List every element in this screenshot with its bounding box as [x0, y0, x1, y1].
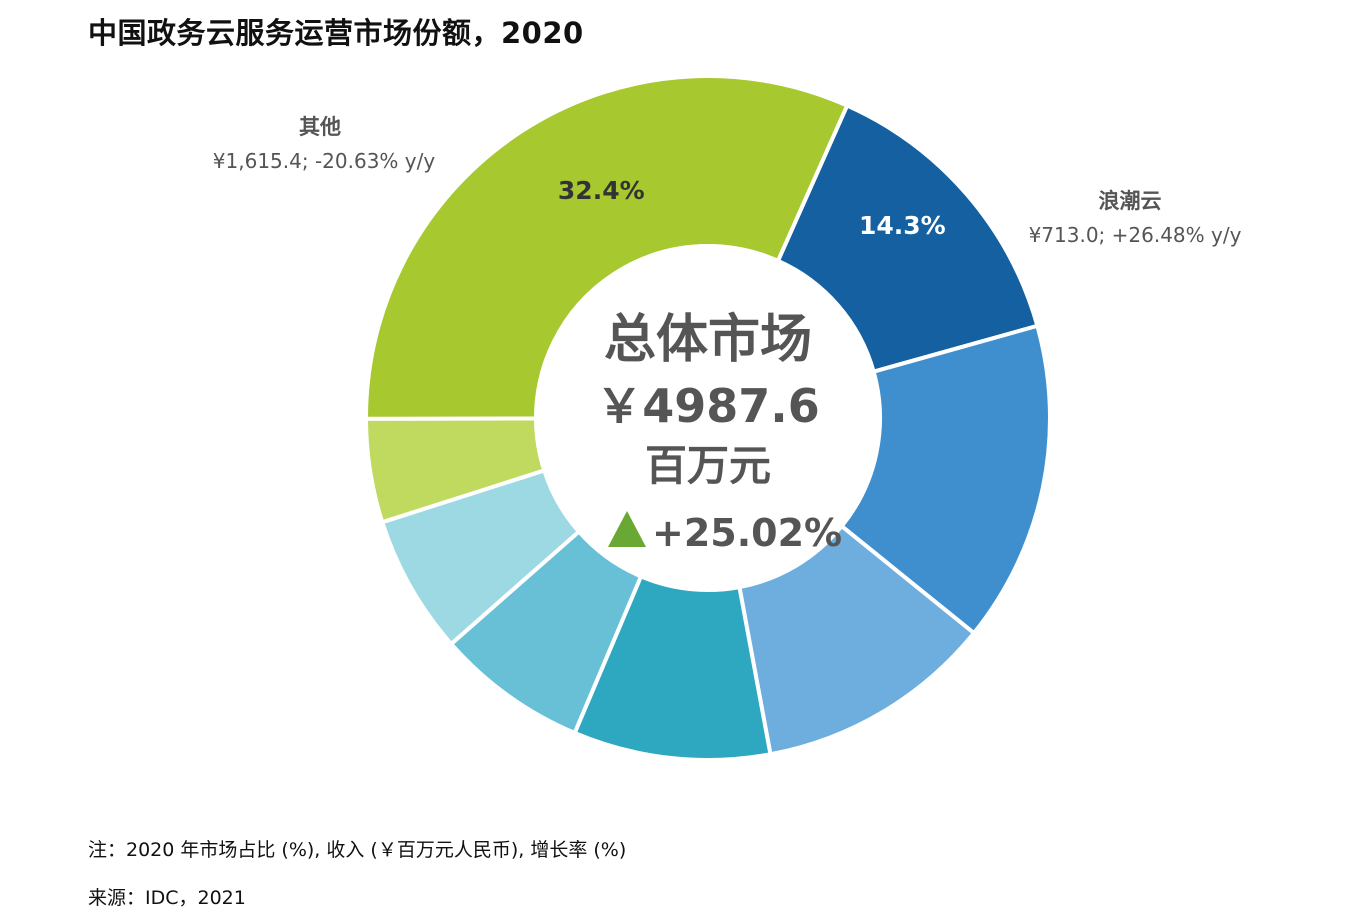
slice-percent-label-7: 32.4%: [558, 176, 645, 205]
callout-name-0: 浪潮云: [1099, 189, 1162, 213]
donut-slices: [363, 74, 1052, 762]
slice-labels: 14.3% 32.4%: [558, 176, 946, 240]
center-line-2: ￥4987.6: [596, 379, 820, 433]
chart-title: 中国政务云服务运营市场份额，2020: [88, 16, 584, 50]
callouts: 浪潮云 ¥713.0; +26.48% y/y 其他 ¥1,615.4; -20.63…: [213, 115, 1242, 247]
center-line-3: 百万元: [645, 441, 771, 490]
donut-chart: 14.3% 32.4% 浪潮云 ¥713.0; +26.48% y/y 其他 ¥1,61…: [213, 74, 1242, 762]
donut-slice-1: [838, 323, 1052, 636]
center-growth: +25.02%: [652, 511, 842, 555]
footnote: 注：2020 年市场占比 (%), 收入 (￥百万元人民币), 增长率 (%): [88, 839, 627, 861]
donut-slice-7: [364, 74, 850, 421]
center-line-1: 总体市场: [604, 310, 812, 370]
callout-value-0: ¥713.0; +26.48% y/y: [1029, 223, 1242, 247]
center-summary: 总体市场 ￥4987.6 百万元 +25.02%: [596, 310, 842, 555]
callout-name-7: 其他: [299, 115, 341, 139]
callout-value-7: ¥1,615.4; -20.63% y/y: [213, 149, 436, 173]
triangle-up-icon: [608, 511, 646, 547]
slice-percent-label-0: 14.3%: [859, 211, 946, 240]
donut-slice-0: [775, 102, 1040, 375]
source-note: 来源：IDC，2021: [88, 887, 246, 909]
